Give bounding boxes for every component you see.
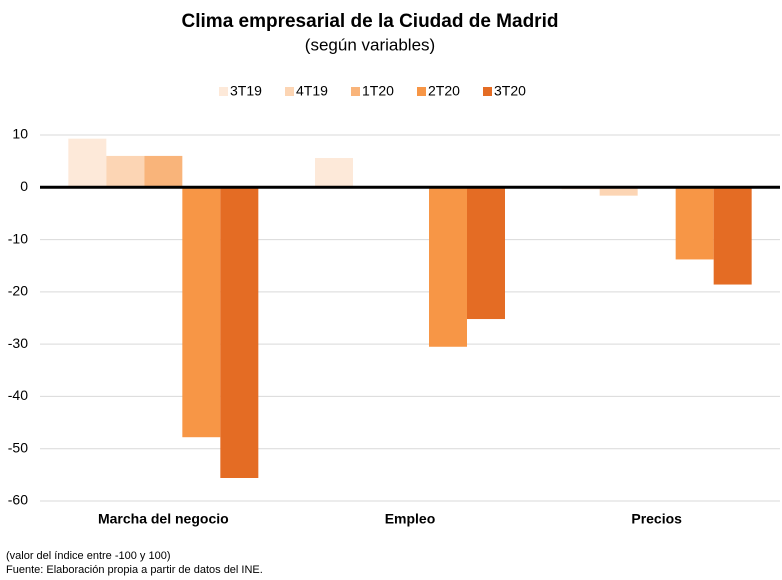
y-tick-label: -30 bbox=[8, 335, 28, 351]
y-tick-label: -40 bbox=[8, 387, 28, 403]
bar bbox=[68, 138, 107, 188]
bar bbox=[315, 158, 353, 188]
y-tick-label: -10 bbox=[8, 230, 28, 246]
bar bbox=[467, 187, 505, 320]
legend-label: 3T19 bbox=[230, 83, 262, 99]
y-tick-label: -50 bbox=[8, 439, 28, 455]
chart-subtitle: (según variables) bbox=[305, 35, 435, 54]
note: (valor del índice entre -100 y 100) bbox=[6, 550, 170, 562]
y-tick-label: -60 bbox=[8, 492, 28, 508]
legend-swatch bbox=[285, 87, 294, 96]
chart-title: Clima empresarial de la Ciudad de Madrid bbox=[182, 11, 559, 32]
bar bbox=[182, 187, 221, 438]
note: Fuente: Elaboración propia a partir de d… bbox=[6, 564, 263, 576]
legend-swatch bbox=[483, 87, 492, 96]
bar bbox=[144, 155, 183, 188]
bar bbox=[429, 187, 467, 347]
y-tick-label: -20 bbox=[8, 283, 28, 299]
legend-swatch bbox=[351, 87, 360, 96]
legend-label: 1T20 bbox=[362, 83, 394, 99]
bar bbox=[220, 187, 259, 478]
x-tick-label: Precios bbox=[631, 511, 682, 527]
bar bbox=[106, 155, 145, 188]
legend-label: 3T20 bbox=[494, 83, 526, 99]
x-tick-label: Empleo bbox=[385, 511, 436, 527]
y-tick-label: 10 bbox=[12, 126, 28, 142]
y-tick-label: 0 bbox=[20, 178, 28, 194]
legend-swatch bbox=[417, 87, 426, 96]
bar bbox=[675, 187, 714, 260]
bar bbox=[599, 187, 638, 196]
x-tick-label: Marcha del negocio bbox=[98, 511, 229, 527]
legend-label: 4T19 bbox=[296, 83, 328, 99]
legend-label: 2T20 bbox=[428, 83, 460, 99]
legend-swatch bbox=[219, 87, 228, 96]
bar bbox=[713, 187, 752, 285]
